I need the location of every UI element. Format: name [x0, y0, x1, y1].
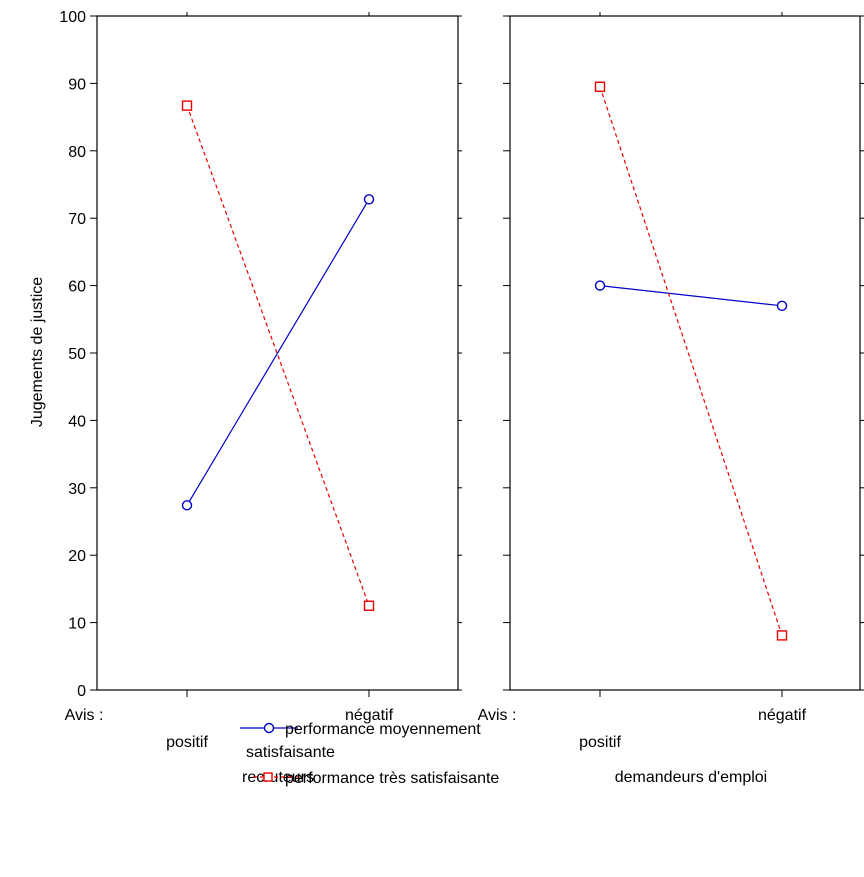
- series-line-2: [186, 105, 370, 606]
- data-point-square: [776, 630, 788, 641]
- legend-entry-2: performance très satisfaisante: [253, 770, 499, 787]
- y-tick-label: 80: [68, 144, 86, 161]
- series-line-1: [186, 199, 370, 506]
- y-tick-label: 60: [68, 279, 86, 296]
- y-tick-label: 100: [59, 9, 86, 26]
- data-point-circle: [181, 500, 193, 511]
- y-tick-label: 40: [68, 413, 86, 430]
- panel-1: 0 10 20 30 40 50 60 70 80 90 100 Avis : positif négat…: [59, 9, 462, 786]
- panel-2: Avis : positif négatif demandeurs d'emploi: [478, 12, 864, 786]
- legend-label-1: performance moyennement: [285, 721, 481, 738]
- data-point-square: [363, 600, 375, 611]
- legend-marker-2: [263, 772, 273, 782]
- x-axis-prefix: Avis :: [478, 707, 517, 724]
- data-point-circle: [594, 280, 606, 291]
- data-point-circle: [776, 300, 788, 312]
- panels: 0 10 20 30 40 50 60 70 80 90 100 Avis : positif négat…: [59, 9, 864, 786]
- legend: performance moyennement satisfaisante pe…: [240, 721, 499, 787]
- legend-entry-1: performance moyennement satisfaisante: [240, 721, 481, 761]
- y-tick-label: 90: [68, 76, 86, 93]
- y-axis-label: Jugements de justice: [29, 277, 46, 427]
- legend-marker-1: [263, 722, 275, 734]
- y-tick-label: 10: [68, 616, 86, 633]
- data-point-square: [181, 100, 193, 111]
- panel-label: demandeurs d'emploi: [615, 769, 767, 786]
- y-tick-label: 20: [68, 548, 86, 565]
- y-tick-label: 50: [68, 346, 86, 363]
- series-line-2: [599, 86, 783, 636]
- data-point-square: [594, 81, 606, 92]
- x-axis-prefix: Avis :: [65, 707, 104, 724]
- legend-label-1-line2: satisfaisante: [246, 744, 335, 761]
- y-tick-label: 30: [68, 481, 86, 498]
- x-tick-label: négatif: [345, 707, 394, 724]
- x-tick-label: positif: [166, 734, 208, 751]
- series-line-1: [599, 285, 783, 307]
- data-point-circle: [363, 194, 375, 205]
- x-tick-label: positif: [579, 734, 621, 751]
- plot-frame: [509, 15, 861, 691]
- y-tick-label: 0: [77, 683, 86, 700]
- legend-label-2: performance très satisfaisante: [285, 770, 499, 787]
- x-tick-label: négatif: [758, 707, 807, 724]
- y-tick-label: 70: [68, 211, 86, 228]
